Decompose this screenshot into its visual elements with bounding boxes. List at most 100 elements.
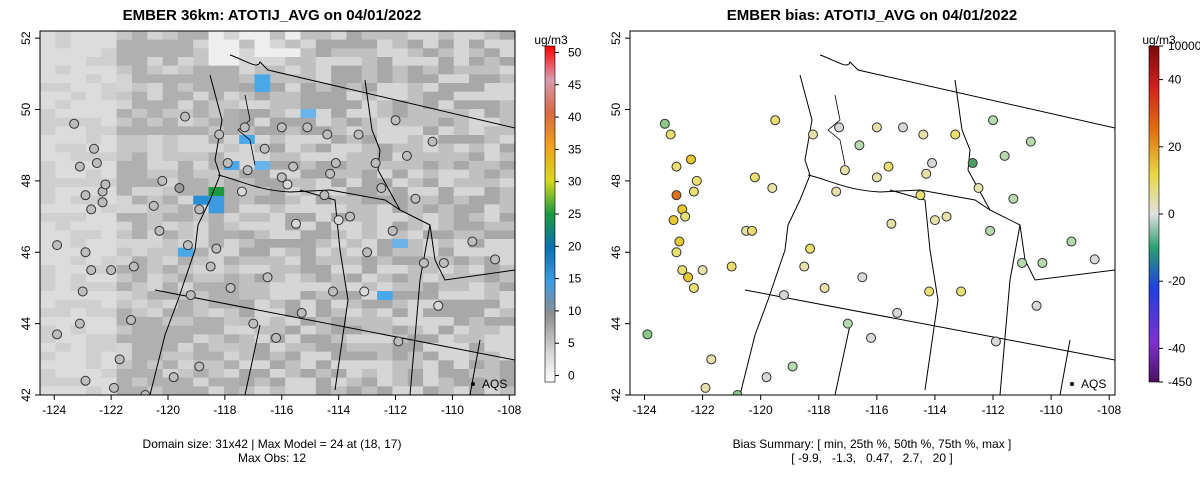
x-tick-label: -116 xyxy=(865,403,888,417)
heatmap-cell xyxy=(315,343,332,352)
heatmap-cell xyxy=(499,74,515,84)
heatmap-cell xyxy=(85,48,102,58)
heatmap-cell xyxy=(377,39,393,49)
y-tick-label: 42 xyxy=(19,388,33,402)
heatmap-cell xyxy=(484,57,500,66)
heatmap-cell xyxy=(239,109,255,118)
heatmap-cell xyxy=(453,187,470,196)
heatmap-cell xyxy=(331,351,347,361)
heatmap-cell xyxy=(361,213,378,222)
heatmap-cell xyxy=(423,221,439,231)
heatmap-cell xyxy=(70,377,87,387)
heatmap-cell xyxy=(499,91,515,101)
heatmap-cell xyxy=(331,273,347,283)
heatmap-cell xyxy=(147,377,163,387)
heatmap-cell xyxy=(208,299,225,309)
heatmap-cell xyxy=(269,308,286,318)
heatmap-cell xyxy=(499,100,515,110)
station-marker xyxy=(80,190,91,201)
heatmap-cell xyxy=(423,256,439,266)
heatmap-cell xyxy=(331,247,347,257)
heatmap-cell xyxy=(116,100,133,110)
station-marker xyxy=(924,286,935,297)
heatmap-cell xyxy=(392,91,409,101)
heatmap-cell xyxy=(499,360,515,370)
heatmap-cell xyxy=(254,169,271,179)
heatmap-cell xyxy=(101,109,117,118)
heatmap-cell xyxy=(131,351,148,361)
heatmap-cell xyxy=(315,100,332,110)
heatmap-cell xyxy=(101,65,117,75)
heatmap-cell xyxy=(407,83,424,92)
heatmap-cell xyxy=(407,369,424,378)
heatmap-cell xyxy=(55,230,71,240)
heatmap-cell xyxy=(315,377,332,387)
heatmap-cell xyxy=(300,204,317,214)
heatmap-cell xyxy=(70,83,87,92)
heatmap-cell xyxy=(40,334,56,344)
heatmap-cell xyxy=(40,325,56,335)
heatmap-cell xyxy=(407,31,424,40)
heatmap-cell xyxy=(269,273,286,283)
heatmap-cell xyxy=(438,100,455,110)
heatmap-cell xyxy=(438,360,455,370)
heatmap-cell xyxy=(40,169,56,179)
heatmap-cell xyxy=(346,143,363,153)
colorbar-tick-label: 20 xyxy=(568,239,582,253)
heatmap-cell xyxy=(499,65,515,75)
left-x-axis: -124 -122 -120 -118 -116 -114 -112 -110 -108 xyxy=(42,395,522,417)
y-tick-label: 42 xyxy=(609,388,623,402)
heatmap-cell xyxy=(131,265,148,274)
heatmap-cell xyxy=(484,247,500,257)
station-marker xyxy=(746,225,757,236)
heatmap-cell xyxy=(453,247,470,257)
heatmap-cell xyxy=(177,351,194,361)
heatmap-cell xyxy=(101,273,117,283)
heatmap-cell xyxy=(269,317,286,326)
heatmap-cell xyxy=(162,126,179,136)
heatmap-cell xyxy=(40,239,56,248)
heatmap-cell xyxy=(55,247,71,257)
heatmap-cell xyxy=(208,334,225,344)
heatmap-cell xyxy=(254,48,271,58)
heatmap-cell xyxy=(55,169,71,179)
heatmap-cell xyxy=(285,39,301,49)
heatmap-cell xyxy=(361,169,378,179)
heatmap-cell xyxy=(40,273,56,283)
heatmap-cell xyxy=(70,126,87,136)
heatmap-cell xyxy=(208,265,225,274)
heatmap-cell xyxy=(377,369,393,378)
heatmap-cell xyxy=(285,109,301,118)
heatmap-cell xyxy=(300,291,317,300)
heatmap-cell xyxy=(361,351,378,361)
station-marker xyxy=(1031,300,1042,311)
heatmap-cell xyxy=(392,213,409,222)
heatmap-cell xyxy=(285,195,301,205)
heatmap-cell xyxy=(254,57,271,66)
heatmap-cell xyxy=(254,230,271,240)
heatmap-cell xyxy=(193,117,209,127)
heatmap-cell xyxy=(423,83,439,92)
heatmap-cell xyxy=(208,360,225,370)
heatmap-cell xyxy=(361,291,378,300)
heatmap-cell xyxy=(177,74,194,84)
heatmap-cell xyxy=(300,195,317,205)
heatmap-cell xyxy=(423,351,439,361)
heatmap-cell xyxy=(239,282,255,292)
station-marker xyxy=(807,129,818,140)
heatmap-cell xyxy=(162,239,179,248)
station-marker xyxy=(359,286,370,297)
heatmap-cell xyxy=(223,195,240,205)
heatmap-cell xyxy=(331,299,347,309)
heatmap-cell xyxy=(377,152,393,162)
heatmap-cell xyxy=(223,213,240,222)
heatmap-cell xyxy=(453,39,470,49)
x-tick-label: -110 xyxy=(441,403,464,417)
heatmap-hot-cell xyxy=(392,239,409,248)
heatmap-cell xyxy=(70,109,87,118)
heatmap-cell xyxy=(499,178,515,188)
heatmap-cell xyxy=(453,143,470,153)
heatmap-cell xyxy=(469,317,485,326)
heatmap-cell xyxy=(269,169,286,179)
heatmap-cell xyxy=(300,65,317,75)
